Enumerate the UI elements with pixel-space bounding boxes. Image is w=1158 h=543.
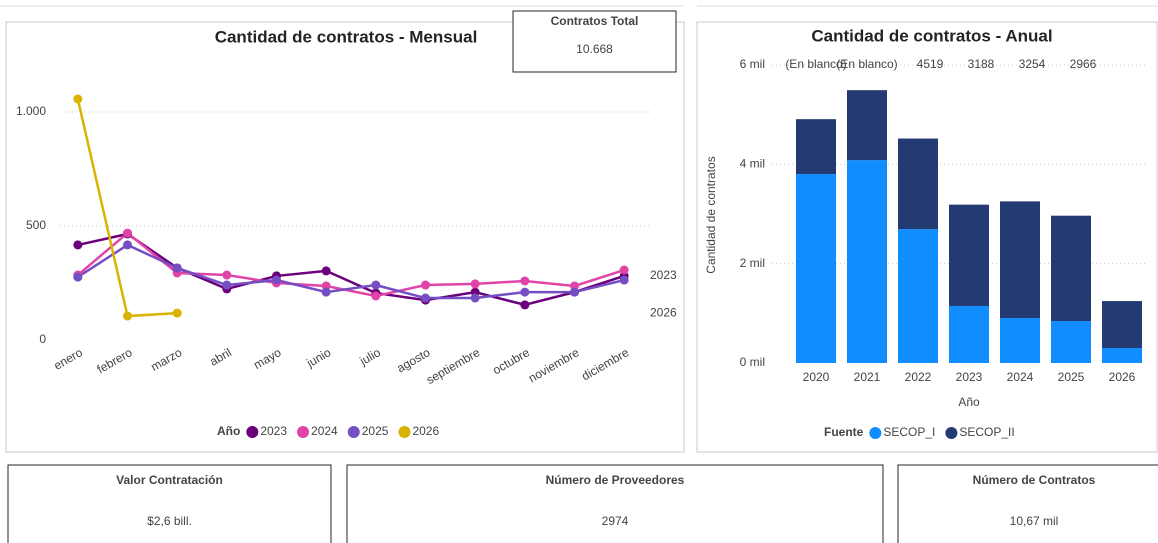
card-title: Número de Contratos bbox=[973, 473, 1096, 487]
point bbox=[272, 275, 281, 285]
point bbox=[619, 275, 629, 285]
bar-segment bbox=[796, 174, 836, 363]
bar-segment bbox=[949, 306, 989, 363]
legend-title: Año bbox=[217, 424, 240, 438]
chart-title: Cantidad de contratos - Anual bbox=[811, 26, 1052, 45]
bar-segment bbox=[1051, 321, 1091, 363]
x-tick-label: 2025 bbox=[1058, 370, 1085, 384]
bar-segment bbox=[898, 138, 938, 230]
x-tick-label: 2023 bbox=[956, 370, 983, 384]
y-tick-label: 6 mil bbox=[740, 57, 765, 71]
legend-swatch bbox=[347, 426, 360, 438]
y-tick-label: 0 bbox=[39, 332, 46, 346]
x-tick-label: 2021 bbox=[854, 370, 881, 384]
y-tick-label: 2 mil bbox=[740, 256, 765, 270]
point bbox=[321, 281, 331, 291]
card-value: 10.668 bbox=[576, 42, 613, 56]
legend-swatch bbox=[398, 426, 411, 438]
legend-label: 2024 bbox=[311, 424, 338, 438]
bar-segment bbox=[1051, 215, 1091, 322]
x-tick-label: 2026 bbox=[1109, 370, 1136, 384]
point bbox=[470, 293, 480, 303]
card-title: Número de Proveedores bbox=[546, 473, 685, 487]
end-label: 2026 bbox=[650, 305, 677, 319]
point bbox=[222, 280, 232, 290]
bar-segment bbox=[847, 160, 887, 363]
point bbox=[421, 280, 430, 290]
legend-swatch bbox=[945, 427, 958, 439]
point bbox=[172, 263, 182, 273]
card-value: 2974 bbox=[602, 514, 629, 528]
bar-segment bbox=[1000, 201, 1040, 319]
legend-label: 2026 bbox=[412, 424, 439, 438]
line-panel bbox=[5, 21, 685, 453]
point bbox=[321, 266, 331, 276]
x-tick-label: 2022 bbox=[905, 370, 932, 384]
y-tick-label: 0 mil bbox=[740, 355, 765, 369]
card-title: Valor Contratación bbox=[116, 473, 223, 487]
card bbox=[512, 10, 677, 73]
point bbox=[123, 311, 132, 321]
point bbox=[73, 240, 83, 250]
total-label: 4519 bbox=[917, 57, 944, 71]
point bbox=[520, 300, 530, 310]
bar-segment bbox=[898, 229, 938, 363]
point bbox=[520, 287, 530, 297]
chart-title: Cantidad de contratos - Mensual bbox=[215, 27, 478, 46]
total-label: 3188 bbox=[968, 57, 995, 71]
total-label: 3254 bbox=[1019, 57, 1046, 71]
card-title: Contratos Total bbox=[551, 14, 639, 28]
point bbox=[371, 280, 381, 290]
legend-label: SECOP_I bbox=[883, 425, 935, 439]
card-value: 10,67 mil bbox=[1010, 514, 1059, 528]
legend-title: Fuente bbox=[824, 425, 864, 439]
bar-segment bbox=[1102, 301, 1142, 348]
point bbox=[570, 287, 579, 297]
point bbox=[570, 281, 579, 291]
legend-swatch bbox=[869, 427, 882, 439]
bar-segment bbox=[1102, 347, 1142, 363]
x-tick-label: 2020 bbox=[803, 370, 830, 384]
bar-segment bbox=[796, 119, 836, 175]
series-line bbox=[77, 231, 625, 298]
point bbox=[123, 228, 132, 238]
point bbox=[172, 308, 182, 318]
series-line bbox=[77, 232, 625, 307]
card bbox=[346, 464, 884, 543]
legend-label: 2025 bbox=[362, 424, 389, 438]
point bbox=[222, 270, 232, 280]
bar-segment bbox=[1000, 318, 1040, 363]
card-value: $2,6 bill. bbox=[147, 514, 192, 528]
point bbox=[73, 272, 83, 282]
series-line bbox=[77, 243, 625, 300]
end-label: 2023 bbox=[650, 268, 677, 282]
y-tick-label: 500 bbox=[26, 218, 46, 232]
legend-label: SECOP_II bbox=[959, 425, 1014, 439]
total-label: (En blanco) bbox=[785, 57, 846, 71]
point bbox=[520, 276, 530, 286]
total-label: (En blanco) bbox=[836, 57, 897, 71]
x-axis-title: Año bbox=[958, 395, 980, 409]
legend-label: 2023 bbox=[260, 424, 287, 438]
point bbox=[73, 94, 83, 104]
point bbox=[619, 265, 629, 275]
card bbox=[897, 464, 1158, 543]
y-tick-label: 1.000 bbox=[16, 104, 46, 118]
point bbox=[470, 279, 480, 289]
point bbox=[321, 287, 331, 297]
legend-swatch bbox=[297, 426, 310, 438]
point bbox=[123, 240, 132, 250]
point bbox=[371, 291, 381, 301]
y-axis-title: Cantidad de contratos bbox=[704, 156, 718, 273]
card bbox=[7, 464, 332, 543]
bar-segment bbox=[847, 90, 887, 161]
x-tick-label: 2024 bbox=[1007, 370, 1034, 384]
total-label: 2966 bbox=[1070, 57, 1097, 71]
point bbox=[421, 293, 430, 303]
legend-swatch bbox=[246, 426, 259, 438]
bar-segment bbox=[949, 204, 989, 307]
y-tick-label: 4 mil bbox=[740, 156, 765, 170]
